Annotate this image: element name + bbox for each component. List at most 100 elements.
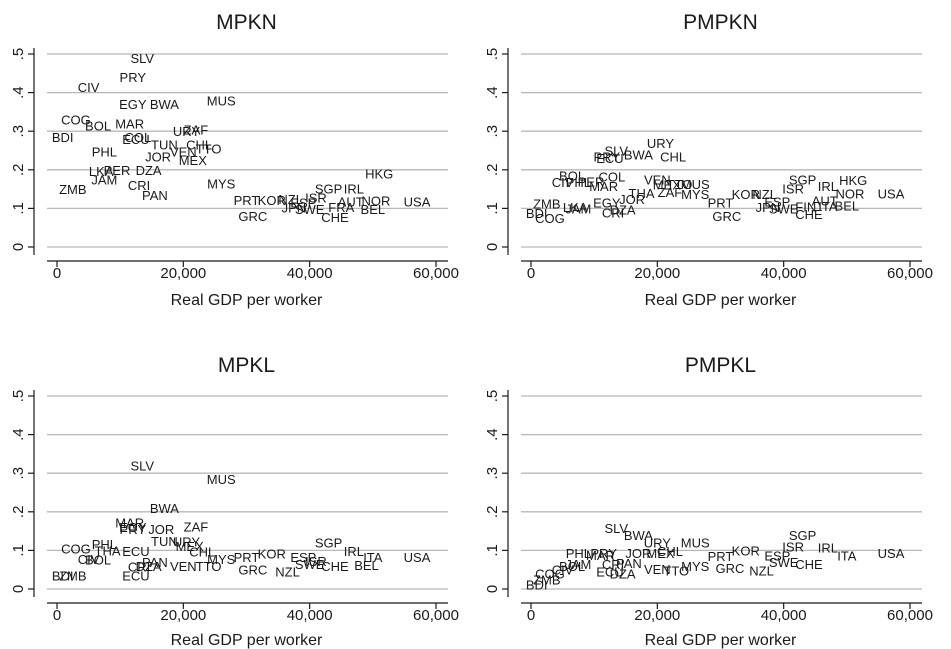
data-point-jam: JAM [91, 172, 117, 187]
data-point-usa: USA [878, 187, 905, 202]
data-point-tto: TTO [196, 559, 222, 574]
x-axis-label: Real GDP per worker [171, 632, 323, 649]
data-point-mys: MYS [681, 187, 710, 202]
data-point-bol: BOL [85, 552, 111, 567]
y-tick-label: .2 [484, 164, 501, 177]
y-tick-label: .4 [484, 86, 501, 99]
data-point-ecu: ECU [122, 568, 149, 583]
y-tick-label: .5 [484, 48, 501, 61]
x-tick-label: 60,000 [887, 265, 933, 282]
x-tick-label: 60,000 [413, 265, 459, 282]
x-tick-label: 20,000 [160, 607, 206, 624]
data-point-mex: MEX [179, 153, 208, 168]
data-point-chl: CHL [660, 149, 686, 164]
data-point-sgp: SGP [315, 536, 342, 551]
x-tick-label: 20,000 [160, 265, 206, 282]
data-point-slv: SLV [130, 458, 154, 473]
data-point-jor: JOR [625, 546, 651, 561]
data-point-mus: MUS [207, 472, 236, 487]
data-point-mus: MUS [681, 177, 710, 192]
data-point-civ: CIV [78, 80, 100, 95]
data-point-sgp: SGP [789, 528, 816, 543]
data-point-pan: PAN [616, 556, 642, 571]
data-point-zmb: ZMB [533, 572, 560, 587]
data-point-civ: CIV [78, 552, 100, 567]
panel-title: MPKN [216, 11, 277, 34]
data-point-nzl: NZL [275, 565, 300, 580]
data-point-nor: NOR [362, 194, 391, 209]
data-point-swe: SWE [295, 557, 325, 572]
y-tick-label: .2 [10, 506, 27, 519]
data-point-zmb: ZMB [59, 568, 86, 583]
data-point-ury: URY [173, 124, 201, 139]
data-point-aut: AUT [812, 194, 838, 209]
data-point-usa: USA [404, 550, 431, 565]
data-point-irl: IRL [818, 179, 838, 194]
data-point-civ: CIV [552, 563, 574, 578]
data-point-egy: EGY [119, 520, 147, 535]
data-point-tun: TUN [151, 534, 178, 549]
data-point-col: COL [598, 169, 625, 184]
data-point-ecu: ECU [596, 565, 623, 580]
x-axis-label: Real GDP per worker [645, 632, 797, 649]
data-point-ven: VEN [170, 144, 197, 159]
y-tick-label: .5 [10, 390, 27, 403]
data-point-isr: ISR [782, 181, 804, 196]
data-point-dza: DZA [136, 559, 162, 574]
data-point-isr: ISR [305, 191, 327, 206]
panel-pmpkl: PMPKL 0 .1 .2 .3 .4 .5 0 20,000 40,000 60,000 Real … [484, 354, 933, 649]
panel-title: PMPKL [685, 354, 756, 377]
data-point-lka: LKA [563, 200, 588, 215]
x-tick-label: 0 [527, 265, 535, 282]
data-point-bdi: BDI [52, 130, 74, 145]
data-point-per: PER [578, 174, 605, 189]
data-point-ury: URY [647, 136, 675, 151]
data-point-bwa: BWA [624, 147, 653, 162]
y-tick-label: .1 [484, 202, 501, 215]
data-point-fin: FIN [795, 199, 816, 214]
x-tick-label: 40,000 [287, 265, 333, 282]
data-point-pan: PAN [142, 555, 168, 570]
data-point-ecu: ECU [122, 544, 149, 559]
y-tick-label: 0 [484, 243, 501, 251]
data-point-jpn: JPN [282, 201, 307, 216]
x-tick-label: 60,000 [887, 607, 933, 624]
data-point-aut: AUT [338, 194, 364, 209]
panel-mpkn: MPKN 0 .1 .2 .3 .4 .5 0 20,000 40,000 60,000 Real G… [10, 11, 459, 309]
y-tick-label: .4 [484, 428, 501, 441]
y-tick-label: .2 [484, 506, 501, 519]
y-tick-label: 0 [10, 585, 27, 593]
y-tick-label: .5 [10, 48, 27, 61]
y-tick-label: .1 [10, 544, 27, 557]
data-point-grc: GRC [238, 209, 267, 224]
data-point-usa: USA [878, 546, 905, 561]
x-tick-label: 40,000 [761, 265, 807, 282]
data-point-bdi: BDI [526, 206, 548, 221]
data-point-chl: CHL [657, 544, 683, 559]
data-point-sgp: SGP [315, 181, 342, 196]
data-point-chl: CHL [186, 138, 212, 153]
data-point-cog: COG [535, 567, 565, 582]
data-point-jor: JOR [148, 522, 174, 537]
data-point-ita: ITA [837, 548, 857, 563]
data-point-mex: MEX [176, 539, 205, 554]
data-point-slv: SLV [130, 51, 154, 66]
data-point-fra: FRA [328, 200, 354, 215]
data-point-lka: LKA [89, 164, 114, 179]
data-point-zmb: ZMB [533, 196, 560, 211]
data-point-zaf: ZAF [658, 185, 683, 200]
data-point-tto: TTO [196, 142, 222, 157]
data-point-grc: GRC [238, 563, 267, 578]
x-tick-label: 0 [53, 265, 61, 282]
data-point-phl: PHL [566, 546, 591, 561]
data-point-cog: COG [61, 113, 91, 128]
data-point-tto: TTO [667, 177, 693, 192]
data-point-tto: TTO [663, 563, 689, 578]
data-point-jor: JOR [619, 192, 645, 207]
data-point-irl: IRL [818, 540, 838, 555]
data-point-mex: MEX [653, 177, 682, 192]
data-point-zmb: ZMB [59, 182, 86, 197]
data-point-esp: ESP [764, 548, 790, 563]
data-point-ury: URY [173, 535, 201, 550]
data-point-esp: ESP [290, 196, 316, 211]
